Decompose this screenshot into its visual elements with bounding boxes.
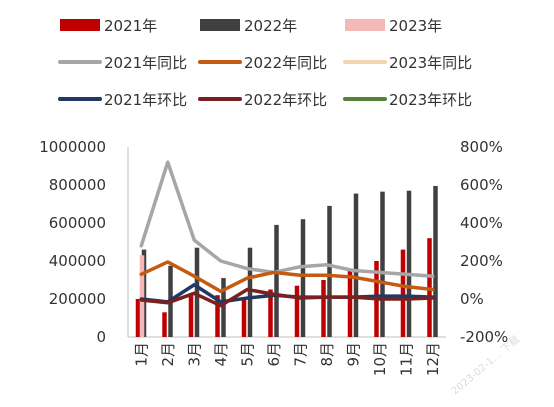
bar-2021年 [268,289,273,337]
x-tick-label: 6月 [265,342,283,367]
x-tick-label: 5月 [238,342,256,367]
left-tick-label: 0 [96,328,106,346]
x-tick-label: 2月 [159,342,177,367]
bar-2022年 [380,191,385,337]
legend-swatch [200,19,240,31]
line-2021年同比 [139,160,435,278]
right-y-axis: -200% 0% 200% 400% 600% 800% [460,138,508,346]
legend-label: 2022年同比 [244,54,327,72]
bar-2022年 [274,224,279,337]
left-tick-label: 1000000 [39,138,106,156]
right-tick-label: 800% [460,138,503,156]
bar-2021年 [215,295,220,337]
right-tick-label: 600% [460,176,503,194]
x-tick-label: 7月 [291,342,309,367]
right-tick-label: -200% [460,328,508,346]
right-tick-label: 0% [460,290,484,308]
x-tick-label: 1月 [132,342,150,367]
left-tick-label: 600000 [49,214,106,232]
left-tick-label: 800000 [49,176,106,194]
bar-2021年 [188,293,194,337]
legend-label: 2021年 [104,17,157,35]
legend-swatch [345,19,385,31]
bar-2022年 [194,247,200,337]
bar-2021年 [321,280,326,337]
legend-label: 2023年环比 [389,91,472,109]
bar-2022年 [247,247,253,337]
bar-2022年 [327,205,332,337]
legend-label: 2021年环比 [104,91,187,109]
bar-2021年 [162,312,167,337]
axes [127,147,446,338]
bar-2022年 [300,219,306,337]
x-tick-label: 10月 [371,342,389,376]
bar-2021年 [347,270,353,337]
bar-2021年 [294,285,300,337]
left-tick-label: 400000 [49,252,106,270]
x-tick-label: 4月 [212,342,230,367]
legend-label: 2023年同比 [389,54,472,72]
x-axis: 1月 2月 3月 4月 5月 6月 7月 8月 9月 10月 11月 12月 [132,342,442,376]
bar-2022年 [221,278,226,337]
line-2022年同比 [139,260,435,294]
legend-label: 2022年 [244,17,297,35]
left-tick-label: 200000 [49,290,106,308]
x-tick-label: 12月 [424,342,442,376]
line-2022年环比 [139,287,435,308]
bar-2021年 [135,299,141,337]
legend-label: 2021年同比 [104,54,187,72]
left-y-axis: 0 200000 400000 600000 800000 1000000 [39,138,106,346]
legend-label: 2022年环比 [244,91,327,109]
legend: 2021年 2022年 2023年 2021年同比 2022年同比 2023年同比 2021… [58,17,472,109]
right-tick-label: 400% [460,214,503,232]
x-tick-label: 8月 [318,342,336,367]
bar-2021年 [400,249,406,337]
legend-swatch [60,19,100,31]
right-tick-label: 200% [460,252,503,270]
x-tick-label: 11月 [397,342,415,376]
bar-2022年 [433,185,438,337]
x-tick-label: 9月 [344,342,362,367]
bar-2022年 [406,190,412,337]
bar-2023年 [139,255,145,337]
legend-label: 2023年 [389,17,442,35]
bars [135,185,438,337]
lines [139,160,435,308]
bar-2021年 [241,299,247,337]
bar-2022年 [353,193,359,337]
x-tick-label: 3月 [185,342,203,367]
